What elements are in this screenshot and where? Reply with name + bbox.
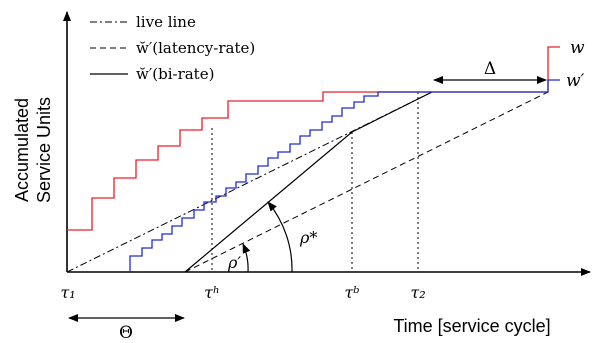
rho-prime-arc <box>242 243 251 273</box>
curve-w-prime <box>129 79 560 272</box>
tick-tau-h: τʰ <box>204 283 220 302</box>
tick-tau-1: τ₁ <box>60 283 75 302</box>
rho-prime-label: ρ′ <box>227 253 241 272</box>
latency-rate-line <box>184 91 549 273</box>
legend: live line w̆′(latency-rate) w̆′(bi-rate) <box>90 13 255 83</box>
rho-star-arc <box>267 201 293 273</box>
tick-tau-b: τᵇ <box>344 283 359 302</box>
rho-star-label: ρ* <box>299 228 317 247</box>
y-axis-label-line2: Service Units <box>34 97 54 203</box>
x-axis-label: Time [service cycle] <box>393 316 550 336</box>
tick-tau-2: τ₂ <box>410 283 425 302</box>
legend-label-latency-rate: w̆′(latency-rate) <box>136 39 255 57</box>
bi-rate-line <box>184 91 433 273</box>
label-w-prime: w′ <box>566 71 585 91</box>
legend-label-live-line: live line <box>136 13 196 31</box>
legend-label-bi-rate: w̆′(bi-rate) <box>136 65 214 83</box>
curve-w <box>67 46 560 231</box>
theta-label: Θ <box>119 323 133 343</box>
label-w: w <box>570 38 585 58</box>
delta-label: Δ <box>484 59 496 79</box>
y-axis-label-line1: Accumulated <box>12 98 32 202</box>
